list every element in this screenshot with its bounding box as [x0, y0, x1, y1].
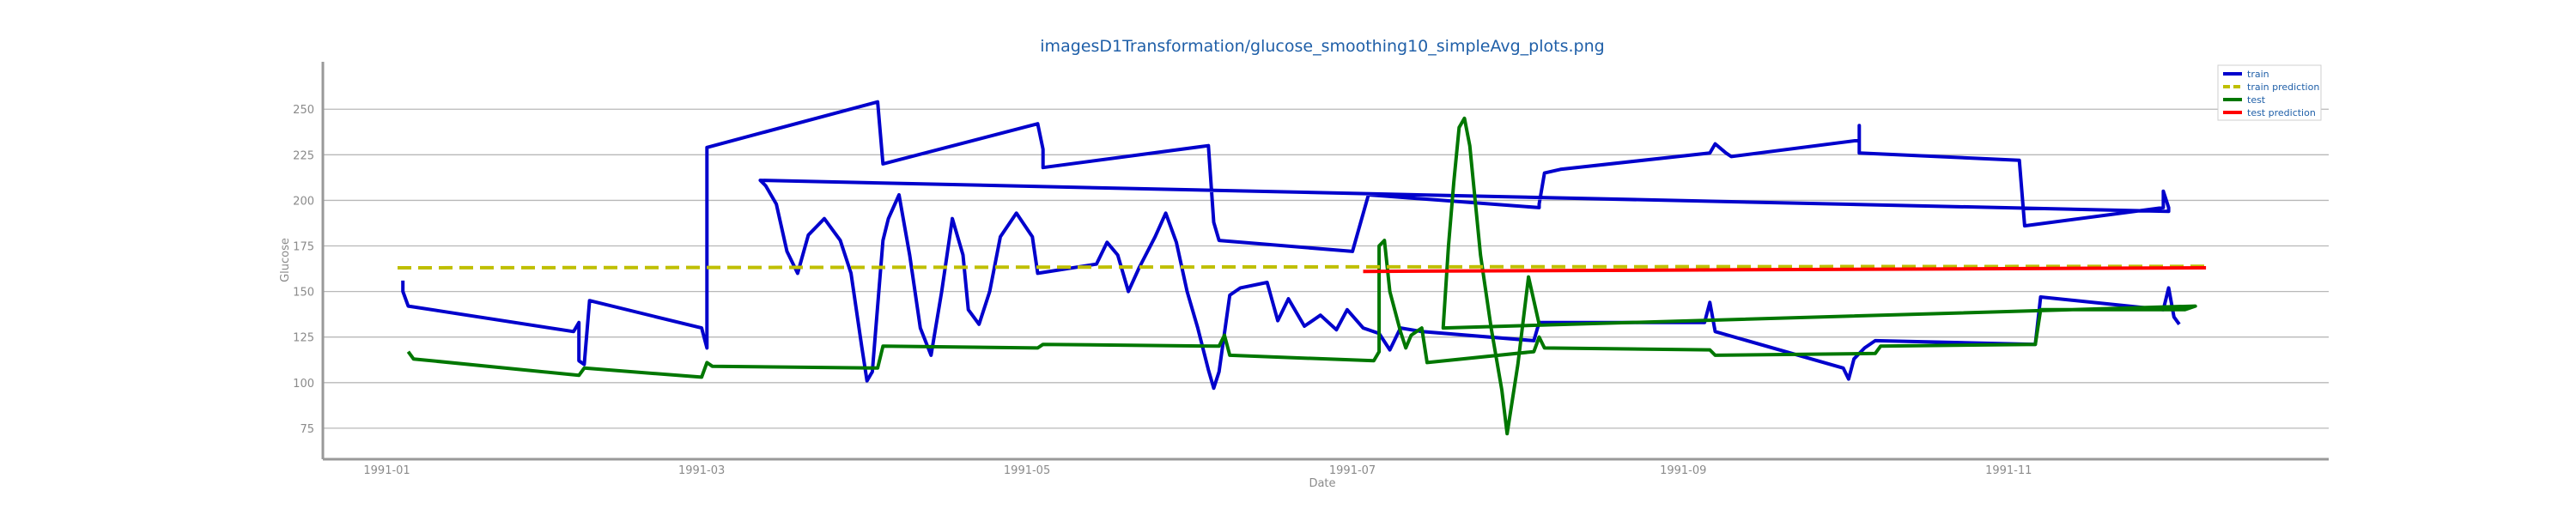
y-axis-label: Glucose: [279, 238, 292, 282]
x-tick-label: 1991-05: [1004, 464, 1050, 477]
series-line-train-prediction: [397, 264, 2207, 270]
x-tick-label: 1991-03: [678, 464, 725, 477]
x-tick-label: 1991-11: [1985, 464, 2032, 477]
series-layer: [397, 100, 2207, 436]
legend-label: test prediction: [2247, 107, 2316, 118]
x-axis-label: Date: [1309, 477, 1335, 490]
series-line-train: [401, 100, 2181, 391]
tick-labels: 75 100 125 150 175 200 225 250 1991-01 1991-03 199…: [293, 104, 2032, 477]
legend-label: train: [2247, 69, 2269, 80]
chart-title: imagesD1Transformation/glucose_smoothing…: [1040, 37, 1604, 56]
x-tick-label: 1991-07: [1329, 464, 1376, 477]
y-tick-label: 225: [293, 149, 314, 162]
series-line-test: [406, 116, 2197, 436]
y-tick-label: 75: [300, 423, 314, 436]
legend-label: train prediction: [2247, 82, 2319, 93]
axes: [321, 62, 2329, 461]
y-tick-label: 125: [293, 332, 314, 345]
y-tick-label: 200: [293, 195, 314, 208]
y-tick-label: 250: [293, 104, 314, 117]
legend-label: test: [2247, 94, 2266, 106]
x-tick-label: 1991-01: [363, 464, 410, 477]
y-tick-label: 150: [293, 287, 314, 300]
gridlines: [323, 108, 2329, 429]
y-tick-label: 175: [293, 241, 314, 254]
series-line-test-prediction: [1363, 266, 2207, 274]
x-tick-label: 1991-09: [1660, 464, 1706, 477]
y-tick-label: 100: [293, 378, 314, 391]
